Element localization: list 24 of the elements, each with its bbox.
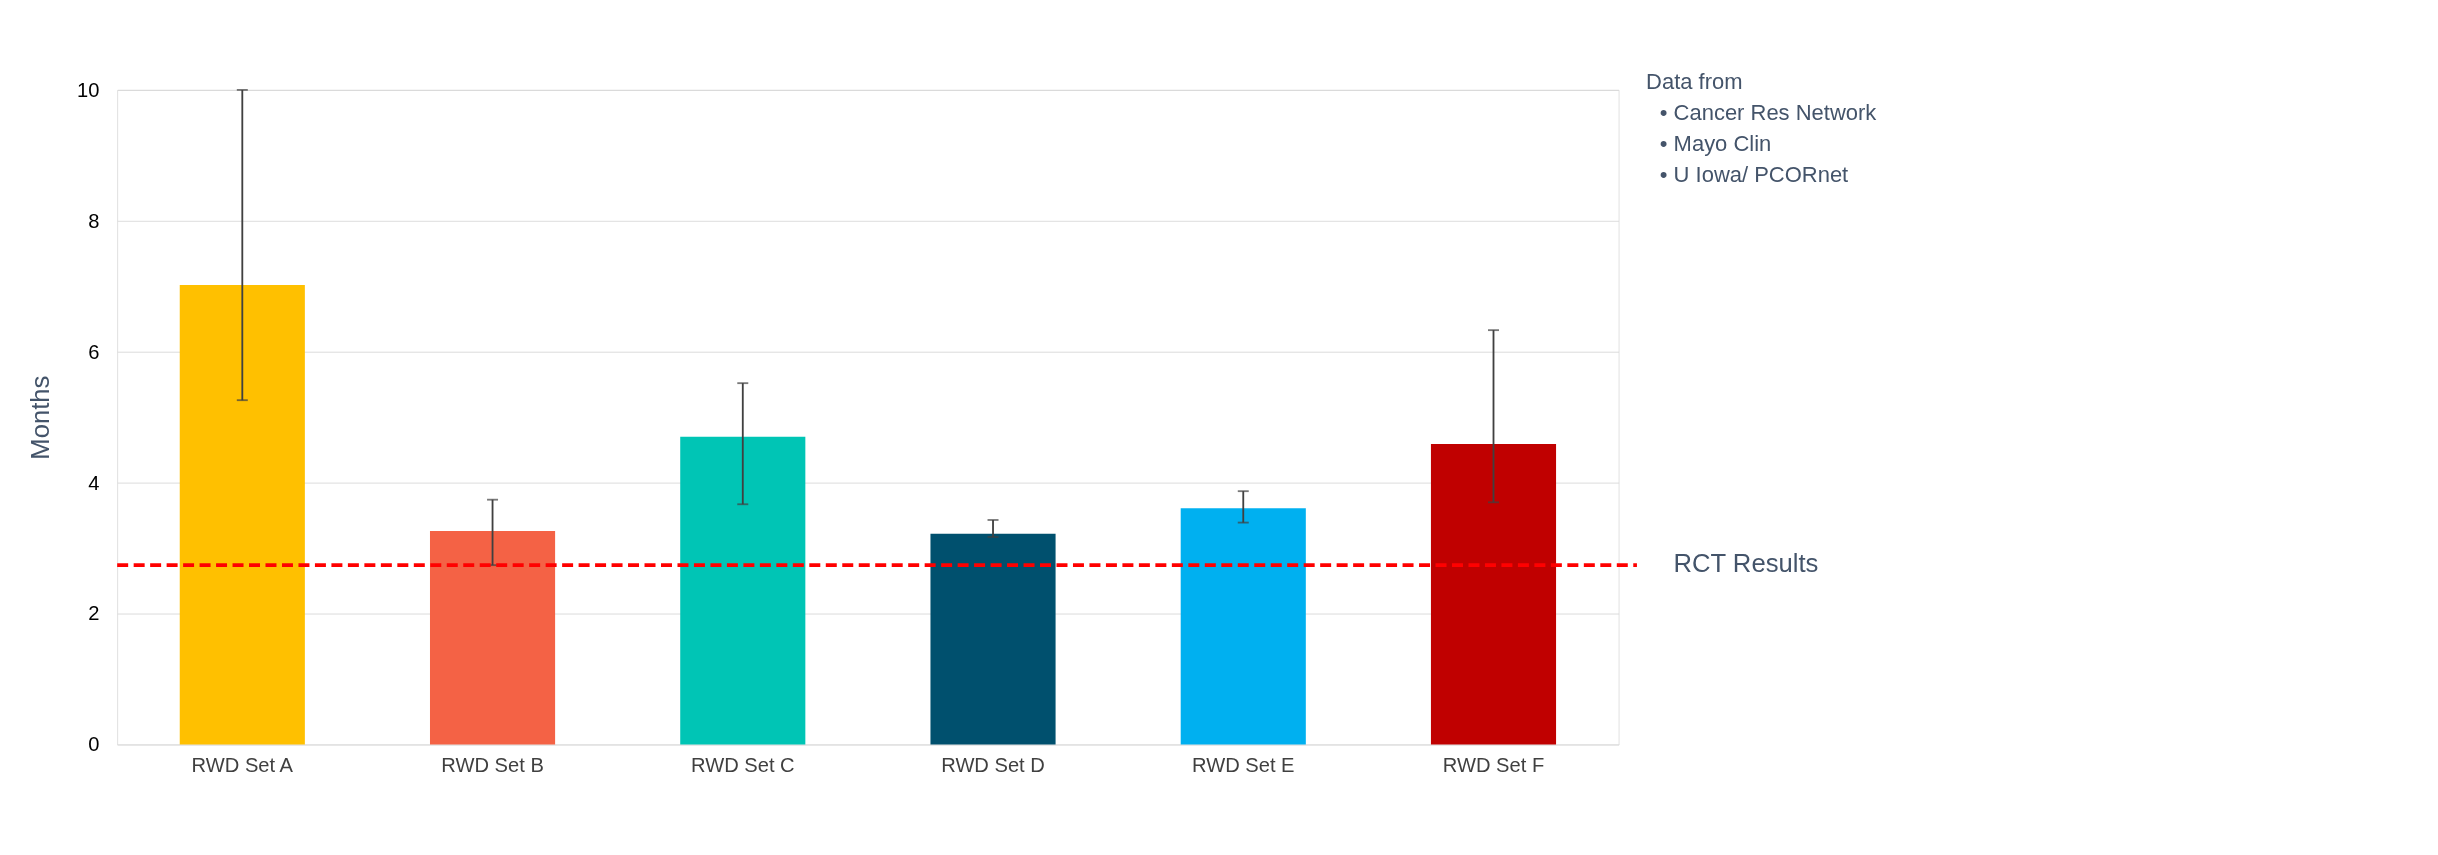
bar	[429, 531, 556, 745]
x-tick-label: RWD Set C	[690, 753, 795, 776]
y-tick-label: 2	[88, 602, 100, 625]
y-tick-label: 0	[88, 733, 100, 756]
text: • U Iowa/ PCORnet	[1659, 162, 1849, 188]
text: • Cancer Res Network	[1659, 100, 1878, 126]
y-tick-label: 4	[88, 471, 100, 494]
text: Data from	[1646, 68, 1743, 94]
x-tick-label: RWD Set B	[441, 753, 544, 776]
x-tick-label: RWD Set F	[1442, 753, 1545, 776]
y-axis-title: Months	[25, 375, 54, 460]
bar	[930, 533, 1056, 745]
y-tick-label: 6	[88, 340, 100, 363]
x-tick-label: RWD Set A	[191, 753, 294, 776]
y-tick-label: 10	[76, 78, 100, 101]
bar	[1180, 508, 1306, 745]
bar	[1430, 444, 1557, 745]
x-tick-label: RWD Set D	[941, 753, 1045, 776]
bar	[179, 284, 305, 745]
text: • Mayo Clin	[1659, 131, 1772, 157]
y-tick-label: 8	[88, 209, 100, 232]
x-tick-label: RWD Set E	[1192, 753, 1295, 776]
bar	[680, 436, 806, 745]
ref-line-label: RCT Results	[1673, 549, 1819, 578]
